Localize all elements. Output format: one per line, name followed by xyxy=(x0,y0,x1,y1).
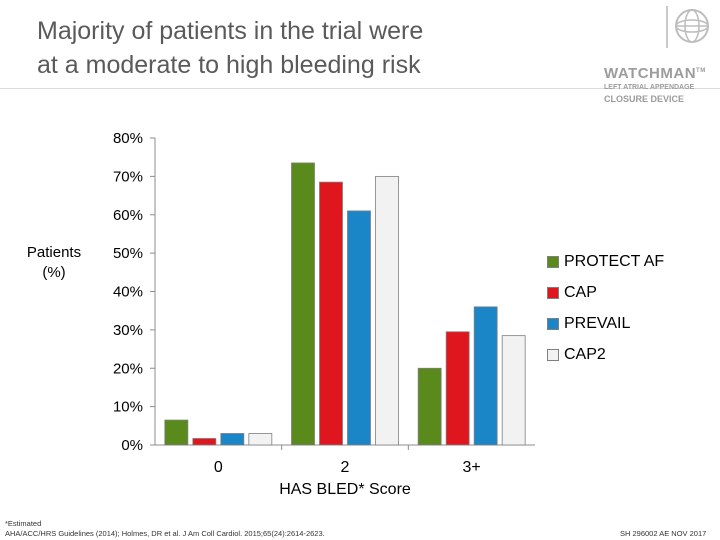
globe-icon xyxy=(675,9,709,43)
bar xyxy=(248,433,273,446)
legend-swatch xyxy=(547,256,559,268)
bar xyxy=(319,181,343,446)
y-axis-label-line-2: (%) xyxy=(42,264,66,281)
footnote-line-2: AHA/ACC/HRS Guidelines (2014); Holmes, D… xyxy=(5,529,325,538)
bar xyxy=(473,306,498,446)
x-axis-title: HAS BLED* Score xyxy=(279,481,411,498)
y-tick-label: 0% xyxy=(121,437,143,454)
x-tick-label: 0 xyxy=(214,459,223,476)
logo-divider xyxy=(666,6,668,48)
bar xyxy=(291,162,315,446)
bar xyxy=(220,433,245,446)
legend-swatch xyxy=(547,349,559,361)
brand-name: WATCHMAN xyxy=(604,65,697,82)
y-tick-label: 40% xyxy=(113,284,143,301)
y-tick-label: 50% xyxy=(113,245,143,262)
footnote: *Estimated AHA/ACC/HRS Guidelines (2014)… xyxy=(5,519,325,539)
title-line-2: at a moderate to high bleeding risk xyxy=(37,51,421,79)
y-tick-label: 10% xyxy=(113,399,143,416)
y-tick-label: 30% xyxy=(113,322,143,339)
y-axis-label-line-1: Patients xyxy=(26,244,82,261)
legend-swatch xyxy=(547,287,559,299)
footnote-line-1: *Estimated xyxy=(5,519,42,528)
title-divider xyxy=(0,88,720,89)
bar xyxy=(192,438,217,446)
legend-label: CAP2 xyxy=(564,346,606,363)
x-tick-label: 3+ xyxy=(463,459,481,476)
bar xyxy=(445,331,470,446)
legend-label: PROTECT AF xyxy=(564,253,665,270)
bar xyxy=(417,367,442,446)
legend-label: PREVAIL xyxy=(564,315,631,332)
y-tick-label: 70% xyxy=(113,168,143,185)
bar xyxy=(164,419,189,446)
brand-subtitle-1: LEFT ATRIAL APPENDAGE xyxy=(604,84,695,91)
y-tick-label: 60% xyxy=(113,207,143,224)
legend-label: CAP xyxy=(564,284,597,301)
brand-subtitle-2: CLOSURE DEVICE xyxy=(604,94,685,104)
slide-code: SH 296002 AE NOV 2017 xyxy=(620,529,707,538)
legend-swatch xyxy=(547,318,559,330)
brand-trademark: TM xyxy=(696,68,706,74)
slide-title: Majority of patients in the trial were a… xyxy=(37,14,577,82)
y-tick-label: 80% xyxy=(113,130,143,147)
brand-logo: WATCHMANTM LEFT ATRIAL APPENDAGE CLOSURE… xyxy=(604,62,720,105)
bar xyxy=(501,335,526,446)
x-tick-label: 2 xyxy=(341,459,350,476)
title-line-1: Majority of patients in the trial were xyxy=(37,17,424,45)
bar xyxy=(375,175,399,446)
y-tick-label: 20% xyxy=(113,360,143,377)
bar xyxy=(347,210,371,446)
y-axis-label: Patients (%) xyxy=(20,243,88,283)
